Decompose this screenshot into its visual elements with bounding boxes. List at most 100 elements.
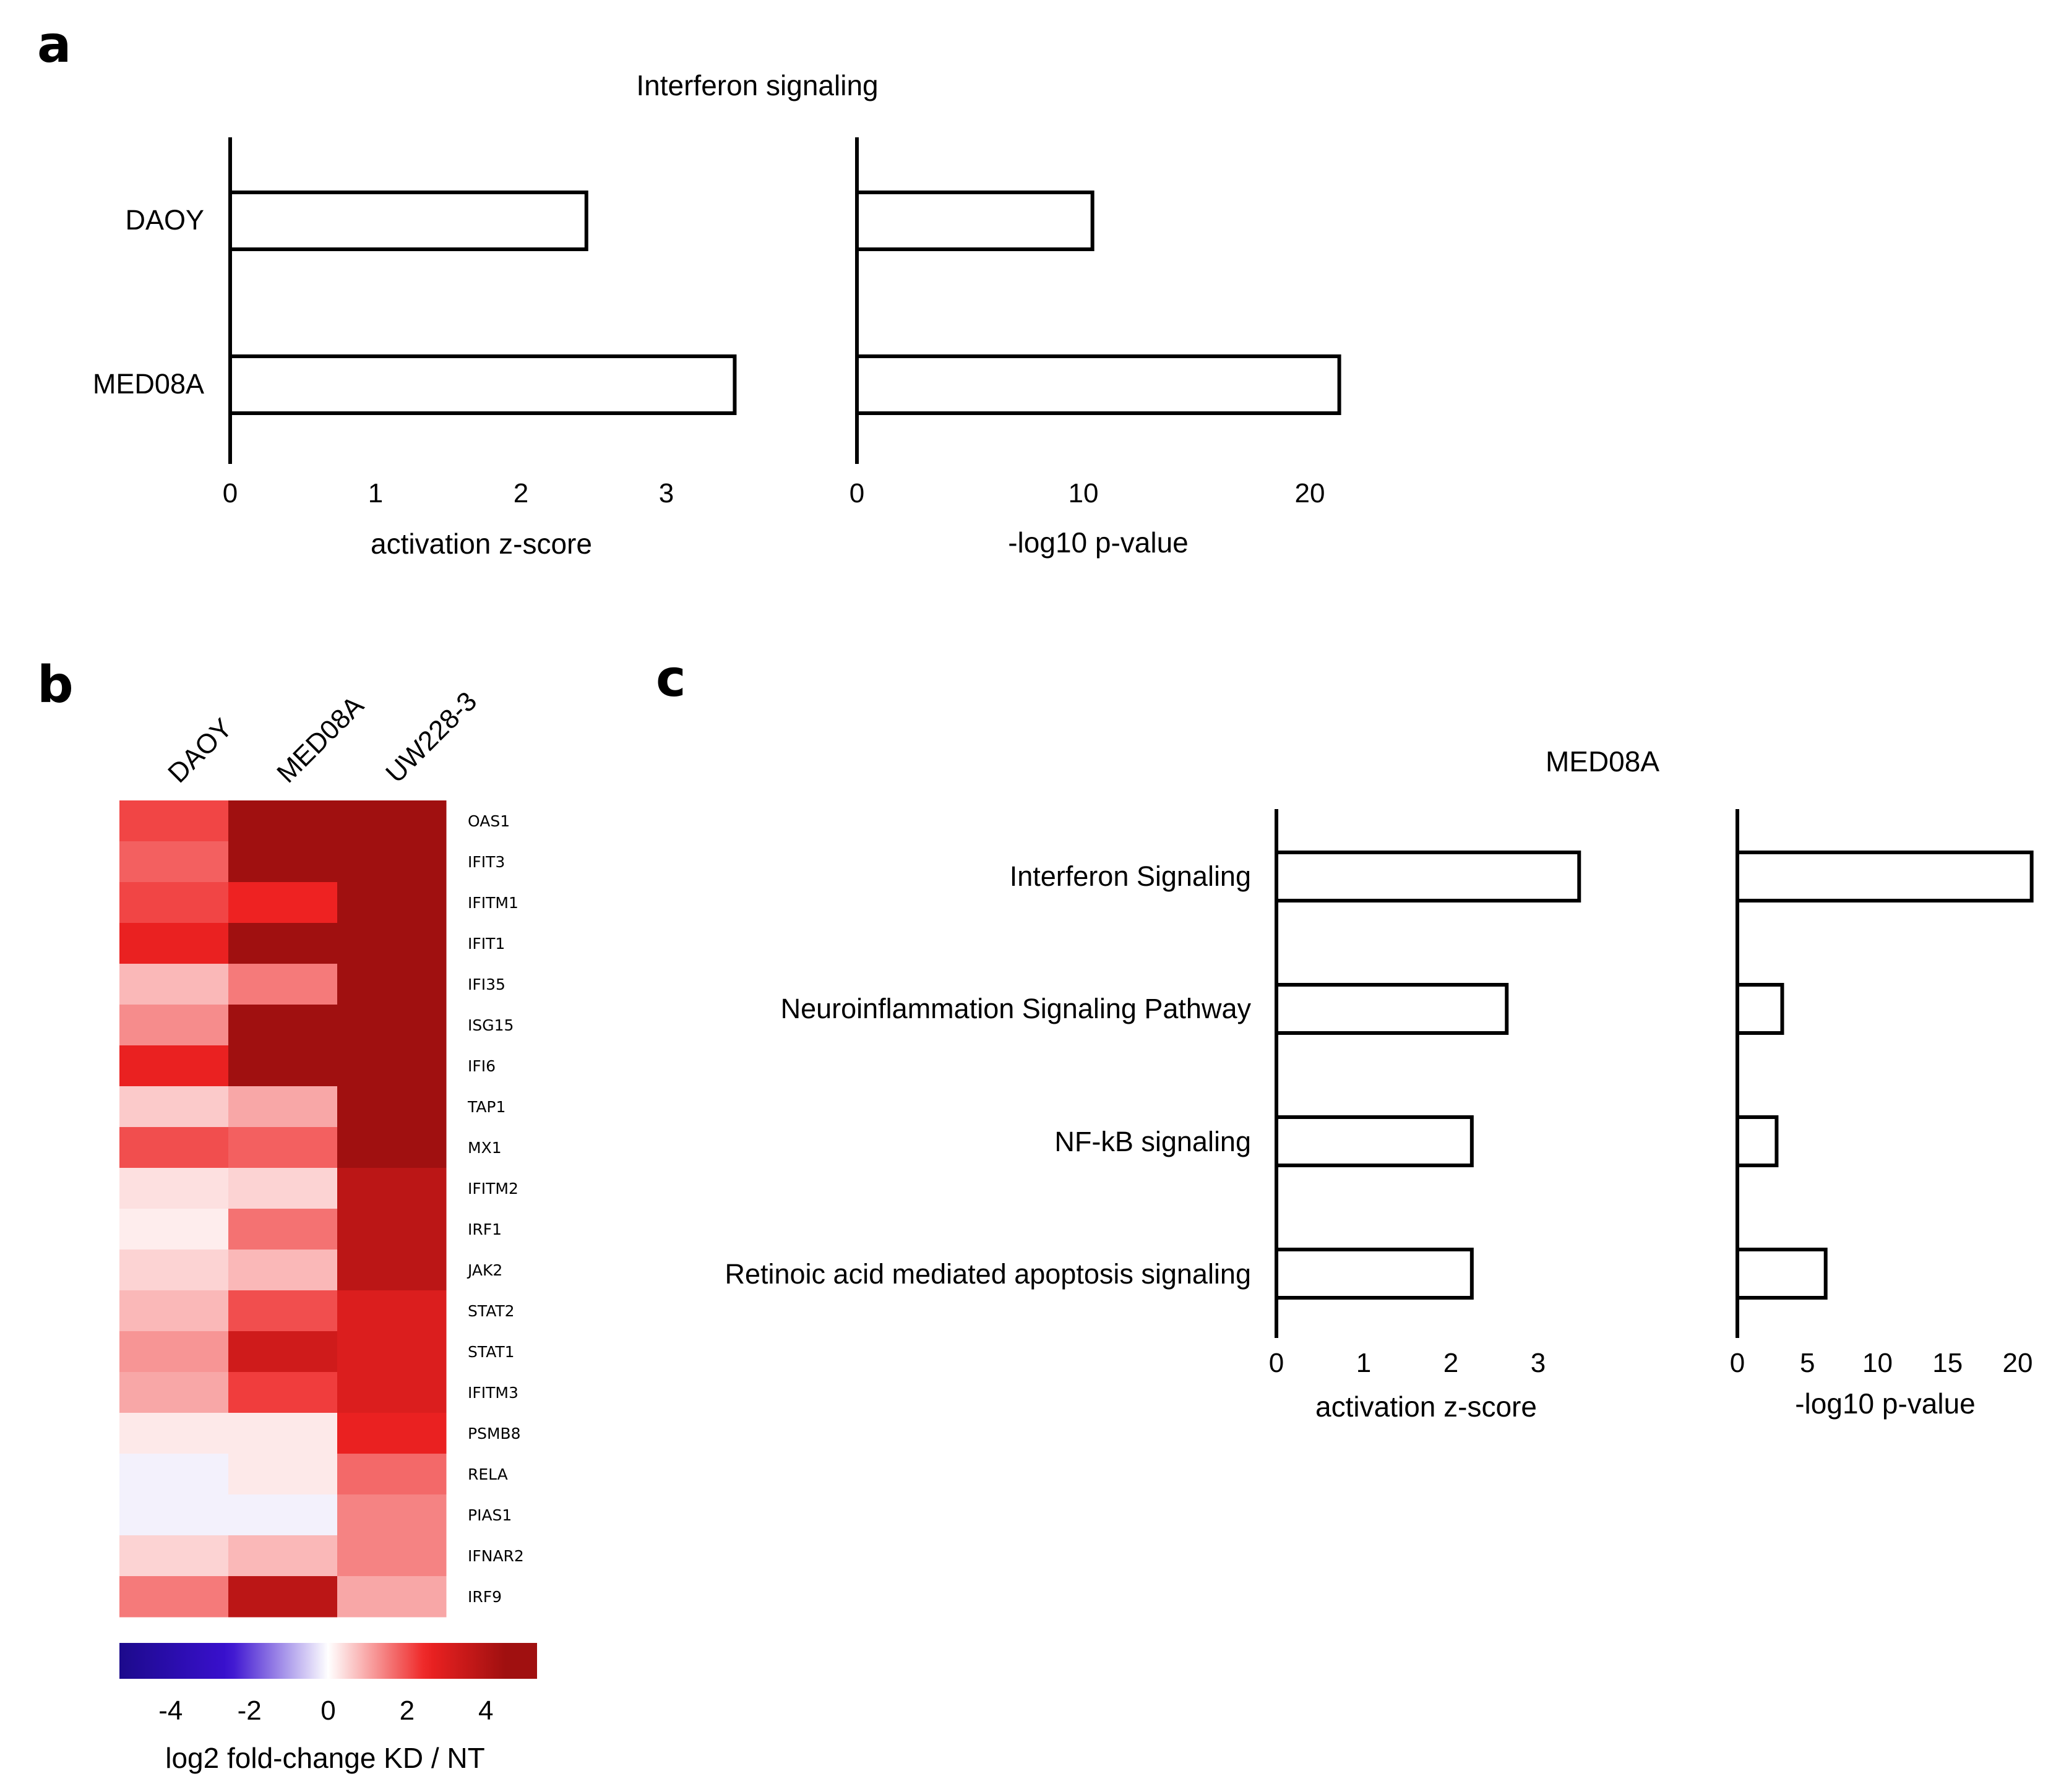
heatmap-cell xyxy=(228,1086,338,1128)
heatmap-cell xyxy=(119,1413,229,1454)
row-label: PSMB8 xyxy=(468,1425,521,1443)
category-label: NF-kB signaling xyxy=(1054,1126,1251,1157)
heatmap-cell xyxy=(228,1413,338,1454)
heatmap-cell xyxy=(337,1576,447,1618)
row-label: IFIT1 xyxy=(468,935,505,953)
x-tick-label: 2 xyxy=(1443,1348,1458,1378)
category-label: Retinoic acid mediated apoptosis signali… xyxy=(725,1258,1251,1290)
heatmap-cell xyxy=(228,1290,338,1332)
heatmap-cell xyxy=(119,1127,229,1168)
row-label: IFITM3 xyxy=(468,1384,518,1402)
heatmap-cell xyxy=(337,1086,447,1128)
bar xyxy=(1275,1115,1474,1167)
row-label: STAT1 xyxy=(468,1343,515,1361)
bar xyxy=(1736,1248,1828,1300)
category-label: MED08A xyxy=(93,368,204,400)
x-tick-label: 10 xyxy=(1069,478,1099,508)
heatmap-cell xyxy=(337,1005,447,1046)
heatmap-cell xyxy=(228,1454,338,1495)
heatmap-cell xyxy=(228,1250,338,1291)
heatmap-cell xyxy=(119,882,229,924)
panel-letter-a: a xyxy=(37,15,71,74)
category-label: Neuroinflammation Signaling Pathway xyxy=(781,993,1252,1024)
x-tick-label: 0 xyxy=(223,478,238,508)
x-tick-label: 20 xyxy=(2003,1348,2033,1378)
heatmap-cell xyxy=(337,1168,447,1209)
row-label: MX1 xyxy=(468,1139,502,1157)
row-label: PIAS1 xyxy=(468,1506,512,1524)
heatmap-cell xyxy=(337,964,447,1005)
x-tick-label: 0 xyxy=(1269,1348,1284,1378)
row-label: STAT2 xyxy=(468,1302,515,1320)
row-label: IFITM2 xyxy=(468,1180,518,1198)
chart-title: Interferon signaling xyxy=(636,69,878,101)
bar xyxy=(855,191,1095,251)
column-header: UW228-3 xyxy=(380,686,483,789)
heatmap-cell xyxy=(228,1331,338,1373)
heatmap-cell xyxy=(337,1372,447,1413)
heatmap-cell xyxy=(337,1331,447,1373)
heatmap-cell xyxy=(228,882,338,924)
row-label: TAP1 xyxy=(467,1098,505,1116)
bar xyxy=(228,354,737,415)
heatmap-cell xyxy=(119,964,229,1005)
colorbar-tick-label: -2 xyxy=(238,1696,262,1726)
x-axis-label: activation z-score xyxy=(371,528,592,560)
panel-b: b DAOY MED08A UW228-3 OAS1 IFIT3 IFITM1 IFIT1 IF… xyxy=(37,656,537,1774)
bar xyxy=(228,191,588,251)
heatmap-cell xyxy=(228,800,338,842)
x-tick-label: 20 xyxy=(1295,478,1325,508)
heatmap-cell xyxy=(337,1535,447,1577)
panel-letter-c: c xyxy=(656,649,686,708)
heatmap-cell xyxy=(337,841,447,883)
heatmap-cell xyxy=(119,1290,229,1332)
heatmap-cell xyxy=(119,1454,229,1495)
colorbar-tick-label: -4 xyxy=(158,1696,183,1726)
bar xyxy=(1275,983,1509,1035)
heatmap-cell xyxy=(119,1086,229,1128)
heatmap-cell xyxy=(228,1209,338,1250)
row-label: OAS1 xyxy=(468,812,510,830)
heatmap-cell xyxy=(228,1045,338,1087)
row-label: IFI6 xyxy=(468,1057,496,1075)
heatmap-cell xyxy=(119,923,229,964)
heatmap-cell xyxy=(119,1372,229,1413)
heatmap-cell xyxy=(337,1209,447,1250)
row-label: IFNAR2 xyxy=(468,1547,524,1565)
heatmap-cell xyxy=(228,1535,338,1577)
heatmap-cell xyxy=(337,1494,447,1536)
chart-title: MED08A xyxy=(1546,745,1659,778)
x-tick-label: 1 xyxy=(368,478,383,508)
panel-a: a Interferon signaling DAOY MED08A 0 1 2 3 activ… xyxy=(37,15,1341,560)
heatmap-cell xyxy=(228,1127,338,1168)
category-label: Interferon Signaling xyxy=(1010,860,1251,892)
row-label: IFIT3 xyxy=(468,853,505,871)
colorbar-tick-label: 4 xyxy=(478,1696,493,1726)
heatmap-cell xyxy=(119,1535,229,1577)
bar xyxy=(1275,1248,1474,1300)
bar xyxy=(1736,851,2034,902)
bar xyxy=(855,354,1341,415)
heatmap-cell xyxy=(337,923,447,964)
heatmap-cell xyxy=(119,1494,229,1536)
heatmap-cell xyxy=(337,1127,447,1168)
colorbar-label: log2 fold-change KD / NT xyxy=(165,1742,485,1774)
colorbar-tick-label: 2 xyxy=(400,1696,415,1726)
heatmap-cell xyxy=(228,1372,338,1413)
x-tick-label: 0 xyxy=(850,478,864,508)
row-label: ISG15 xyxy=(468,1016,514,1034)
heatmap-cell xyxy=(337,1454,447,1495)
x-tick-label: 15 xyxy=(1932,1348,1963,1378)
heatmap-cell xyxy=(119,1331,229,1373)
heatmap-cell xyxy=(337,1413,447,1454)
heatmap-cell xyxy=(119,1168,229,1209)
row-label: RELA xyxy=(468,1465,508,1483)
row-label: IRF9 xyxy=(468,1588,502,1606)
row-label: JAK2 xyxy=(467,1261,502,1279)
heatmap-cell xyxy=(119,1209,229,1250)
heatmap-cell xyxy=(119,1250,229,1291)
heatmap-cell xyxy=(119,1045,229,1087)
heatmap-cell xyxy=(119,800,229,842)
heatmap-cell xyxy=(337,1250,447,1291)
